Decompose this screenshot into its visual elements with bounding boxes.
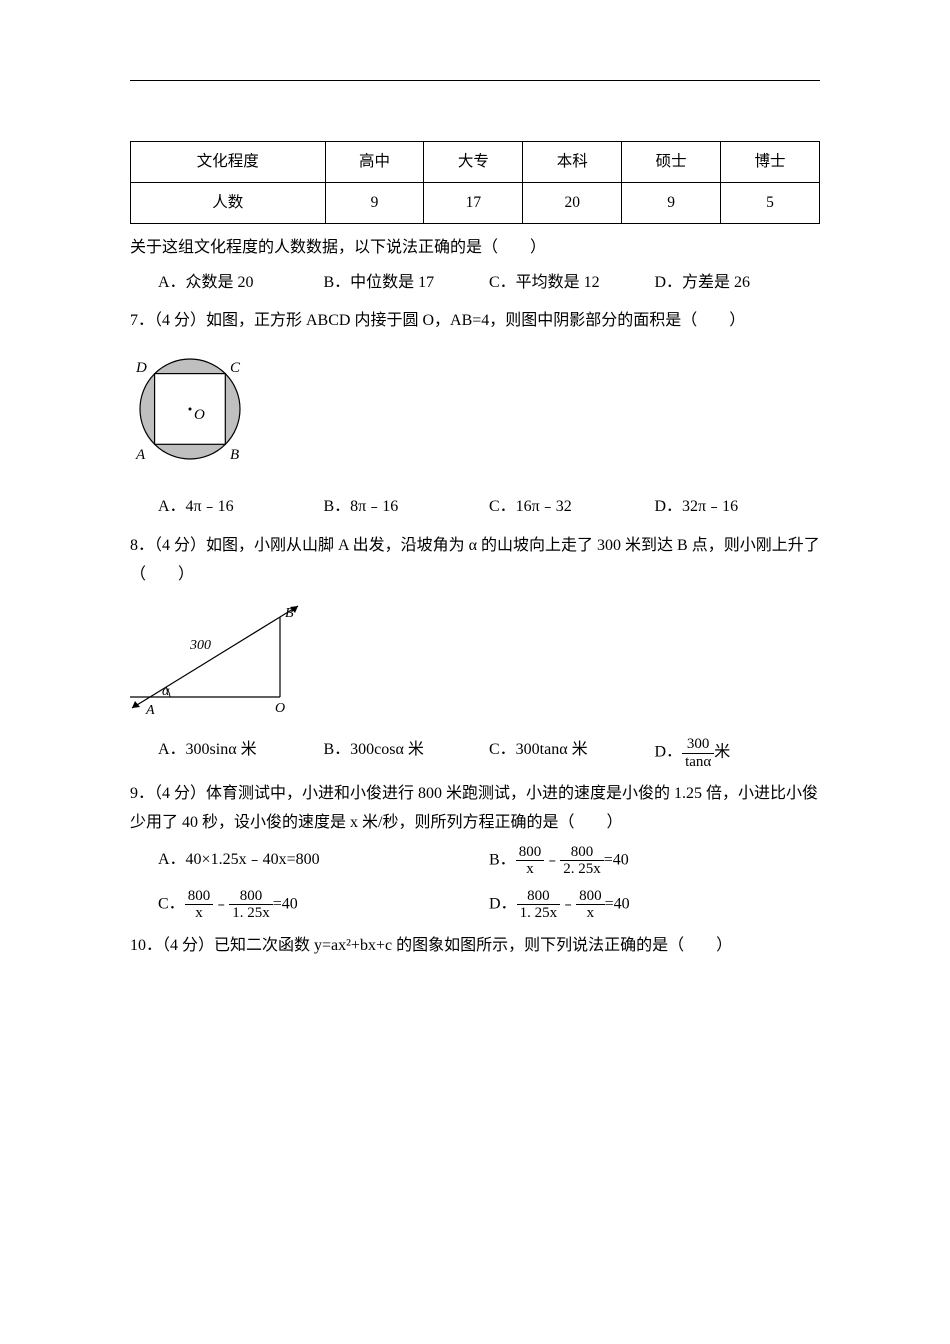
q8-d-prefix: D． — [655, 744, 683, 761]
td-val: 9 — [325, 182, 424, 223]
th-label: 文化程度 — [131, 142, 326, 183]
table-data-row: 人数 9 17 20 9 5 — [131, 182, 820, 223]
q8-choice-d: D．300tanα米 — [655, 736, 821, 770]
label-b: B — [285, 606, 294, 621]
th-col: 硕士 — [622, 142, 721, 183]
q10-stem: 10．（4 分）已知二次函数 y=ax²+bx+c 的图象如图所示，则下列说法正… — [130, 932, 820, 961]
slope-triangle-svg: A B O 300 α — [130, 597, 310, 717]
q8-d-suffix: 米 — [714, 744, 730, 761]
q7-choice-b: B．8π﹣16 — [324, 493, 490, 522]
td-val: 5 — [721, 182, 820, 223]
label-c: C — [230, 360, 241, 376]
q8-choices: A．300sinα 米 B．300cosα 米 C．300tanα 米 D．30… — [130, 736, 820, 770]
label-a: A — [135, 447, 146, 463]
label-o: O — [275, 701, 285, 716]
q9-choice-c: C．800x﹣8001. 25x=40 — [158, 888, 489, 922]
q8-d-frac: 300tanα — [682, 736, 714, 770]
td-label: 人数 — [131, 182, 326, 223]
square-in-circle-svg: D C A B O — [130, 344, 260, 474]
q7-figure: D C A B O — [130, 344, 820, 485]
td-val: 20 — [523, 182, 622, 223]
q6-choice-d: D．方差是 26 — [655, 269, 821, 298]
q7-choices: A．4π﹣16 B．8π﹣16 C．16π﹣32 D．32π﹣16 — [130, 493, 820, 522]
header-rule — [130, 80, 820, 81]
th-col: 本科 — [523, 142, 622, 183]
q9-b-prefix: B． — [489, 851, 516, 868]
label-o: O — [194, 407, 205, 423]
q9-choices-row2: C．800x﹣8001. 25x=40 D．8001. 25x﹣800x=40 — [130, 888, 820, 922]
q7-choice-a: A．4π﹣16 — [158, 493, 324, 522]
q6-choice-c: C．平均数是 12 — [489, 269, 655, 298]
q8-figure: A B O 300 α — [130, 597, 820, 728]
q8-stem: 8．（4 分）如图，小刚从山脚 A 出发，沿坡角为 α 的山坡向上走了 300 … — [130, 532, 820, 590]
q6-choices: A．众数是 20 B．中位数是 17 C．平均数是 12 D．方差是 26 — [130, 269, 820, 298]
q9-choice-b: B．800x﹣8002. 25x=40 — [489, 844, 820, 878]
q9-choices-row1: A．40×1.25x﹣40x=800 B．800x﹣8002. 25x=40 — [130, 844, 820, 878]
label-a: A — [145, 703, 155, 717]
label-300: 300 — [189, 638, 211, 653]
td-val: 17 — [424, 182, 523, 223]
label-d: D — [135, 360, 147, 376]
q8-choice-a: A．300sinα 米 — [158, 736, 324, 770]
q9-choice-d: D．8001. 25x﹣800x=40 — [489, 888, 820, 922]
td-val: 9 — [622, 182, 721, 223]
q8-choice-c: C．300tanα 米 — [489, 736, 655, 770]
table-header-row: 文化程度 高中 大专 本科 硕士 博士 — [131, 142, 820, 183]
q7-choice-c: C．16π﹣32 — [489, 493, 655, 522]
q6-stem: 关于这组文化程度的人数数据，以下说法正确的是（ ） — [130, 234, 820, 263]
label-alpha: α — [162, 684, 170, 699]
th-col: 高中 — [325, 142, 424, 183]
q9-stem: 9．（4 分）体育测试中，小进和小俊进行 800 米跑测试，小进的速度是小俊的 … — [130, 780, 820, 838]
education-table: 文化程度 高中 大专 本科 硕士 博士 人数 9 17 20 9 5 — [130, 141, 820, 224]
q7-stem: 7．（4 分）如图，正方形 ABCD 内接于圆 O，AB=4，则图中阴影部分的面… — [130, 307, 820, 336]
th-col: 大专 — [424, 142, 523, 183]
q6-choice-b: B．中位数是 17 — [324, 269, 490, 298]
q6-choice-a: A．众数是 20 — [158, 269, 324, 298]
th-col: 博士 — [721, 142, 820, 183]
label-b: B — [230, 447, 239, 463]
q8-choice-b: B．300cosα 米 — [324, 736, 490, 770]
q9-choice-a: A．40×1.25x﹣40x=800 — [158, 846, 489, 875]
q7-choice-d: D．32π﹣16 — [655, 493, 821, 522]
